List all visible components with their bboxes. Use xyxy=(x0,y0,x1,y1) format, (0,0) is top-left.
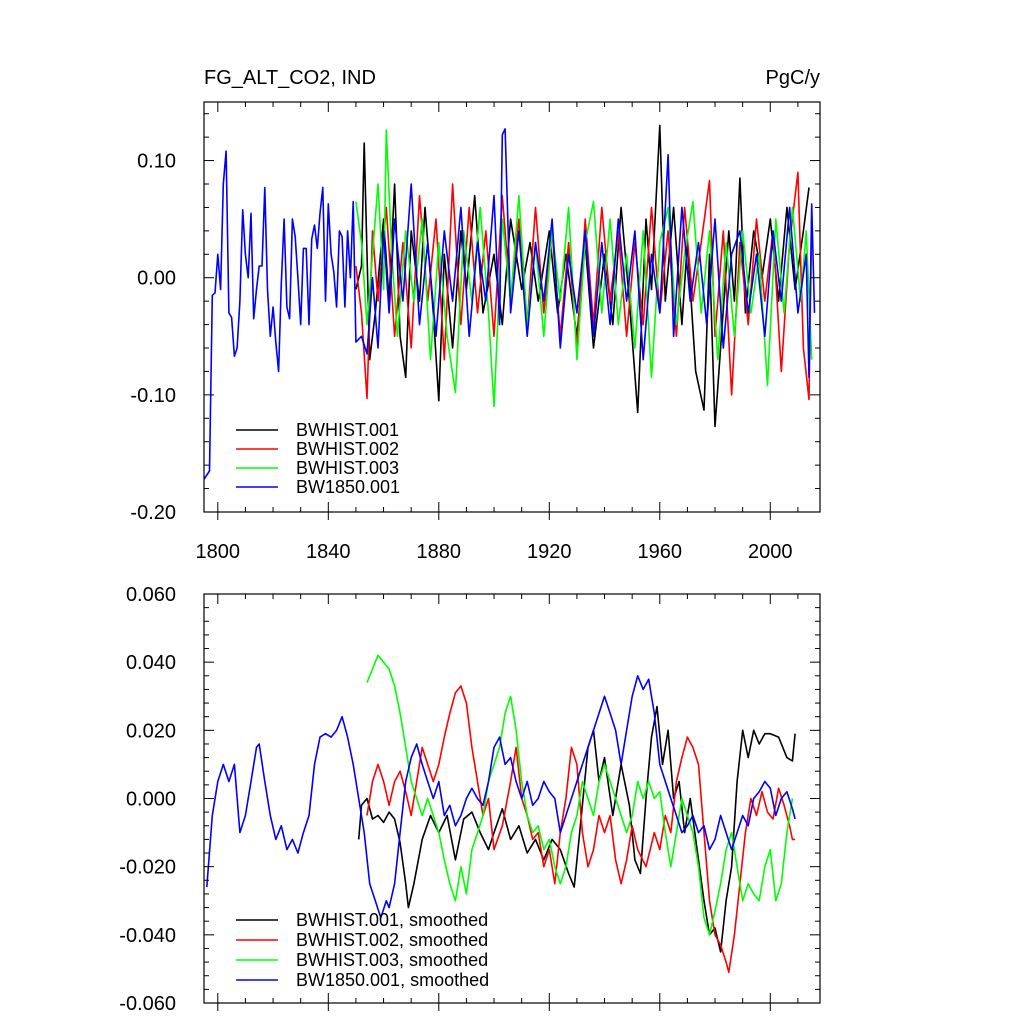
legend-label: BWHIST.001, smoothed xyxy=(296,910,488,930)
top-panel-title: FG_ALT_CO2, IND xyxy=(204,67,376,89)
y-tick-label: 0.020 xyxy=(126,720,176,742)
legend-label: BW1850.001, smoothed xyxy=(296,970,489,990)
series-lines xyxy=(206,654,796,974)
y-tick-label: -0.020 xyxy=(119,857,176,879)
legend-label: BWHIST.003 xyxy=(296,458,399,478)
y-tick-label: -0.20 xyxy=(130,502,176,524)
y-tick-label: 0.060 xyxy=(126,584,176,606)
y-tick-label: 0.040 xyxy=(126,652,176,674)
plot-frame xyxy=(203,101,821,513)
series-lines xyxy=(204,124,816,480)
bottom-panel-smoothed-flux: -0.060 -0.040 -0.020 0.000 0.020 0.040 0.060 BW… xyxy=(119,584,821,1015)
y-tick-label: 0.10 xyxy=(137,151,176,173)
y-tick-label: 0.00 xyxy=(137,268,176,290)
top-panel-units: PgC/y xyxy=(766,67,820,89)
legend-label: BW1850.001 xyxy=(296,477,400,497)
legend-label: BWHIST.001 xyxy=(296,420,399,440)
x-tick-label: 2000 xyxy=(748,541,793,563)
series-line-2 xyxy=(366,685,796,974)
x-tick-label: 1840 xyxy=(306,541,351,563)
x-tick-label: 1800 xyxy=(196,541,241,563)
legend-label: BWHIST.002 xyxy=(296,439,399,459)
series-line-2 xyxy=(355,171,813,401)
legend-label: BWHIST.003, smoothed xyxy=(296,950,488,970)
x-tick-label: 1920 xyxy=(527,541,572,563)
y-tick-label: 0.000 xyxy=(126,789,176,811)
y-tick-label: -0.060 xyxy=(119,993,176,1015)
series-line-4 xyxy=(204,128,816,480)
series-line-4 xyxy=(206,675,796,919)
legend-label: BWHIST.002, smoothed xyxy=(296,930,488,950)
series-line-3 xyxy=(366,654,794,936)
x-tick-label: 1880 xyxy=(417,541,462,563)
top-panel-annual-flux: FG_ALT_CO2, IND PgC/y 1800 1840 1880 1920 19… xyxy=(130,67,821,563)
x-tick-label: 1960 xyxy=(638,541,683,563)
y-tick-label: -0.10 xyxy=(130,385,176,407)
y-tick-label: -0.040 xyxy=(119,925,176,947)
